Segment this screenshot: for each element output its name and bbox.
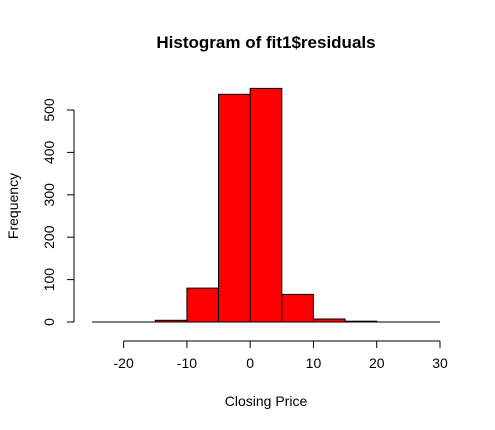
histogram-bar [313,318,346,323]
x-axis-label: Closing Price [225,393,308,409]
chart-title: Histogram of fit1$residuals [156,33,375,52]
y-tick-label: 200 [41,225,57,249]
x-tick-label: 10 [306,355,322,371]
histogram-bar [249,87,283,323]
bars-group [92,87,440,323]
histogram-bar [218,93,251,323]
histogram-bar [186,287,219,323]
y-tick-label: 100 [41,268,57,292]
x-tick-label: 0 [246,355,254,371]
x-tick-label: -10 [177,355,197,371]
y-axis-label: Frequency [5,173,21,239]
x-tick-label: -20 [114,355,134,371]
x-tick-label: 30 [432,355,448,371]
y-tick-label: 300 [41,183,57,207]
histogram-bar [281,293,314,323]
y-tick-label: 400 [41,141,57,165]
y-tick-label: 0 [41,318,57,326]
x-axis: -20 -10 0 10 20 30 [114,340,448,371]
y-axis: 0 100 200 300 400 500 [41,98,75,326]
y-tick-label: 500 [41,98,57,122]
histogram-bar [154,319,188,323]
histogram-bar [344,320,378,323]
x-tick-label: 20 [369,355,385,371]
